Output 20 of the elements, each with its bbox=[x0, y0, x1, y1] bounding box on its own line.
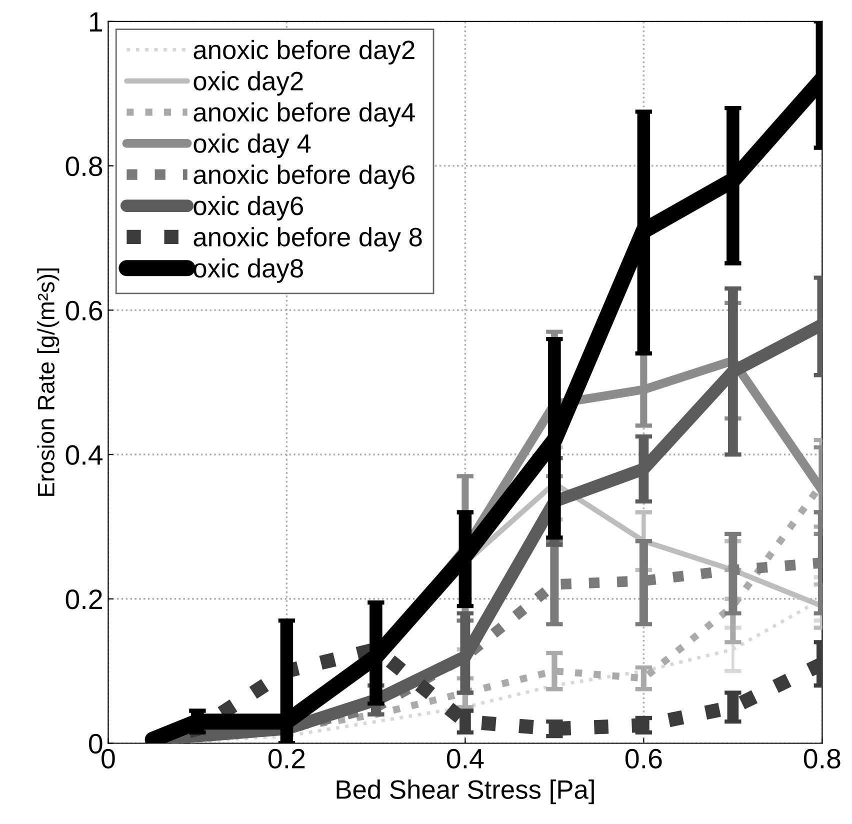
legend-label: oxic day 4 bbox=[194, 133, 311, 158]
y-tick-label: 0.4 bbox=[66, 445, 103, 465]
legend-label: oxic day8 bbox=[194, 258, 303, 283]
x-axis-title: Bed Shear Stress [Pa] bbox=[336, 780, 594, 804]
y-tick-label: 0.6 bbox=[66, 300, 102, 320]
legend-label: anoxic before day 8 bbox=[194, 227, 422, 252]
x-tick-label: 0.6 bbox=[625, 748, 662, 769]
y-tick-label: 0 bbox=[88, 734, 102, 754]
y-axis-title: Erosion Rate [g/(m²s)] bbox=[37, 268, 60, 496]
y-tick-label: 0.2 bbox=[66, 590, 102, 610]
y-tick-label: 0.8 bbox=[66, 156, 102, 176]
legend-label: oxic day6 bbox=[194, 196, 303, 220]
legend-label: anoxic before day4 bbox=[194, 102, 415, 127]
legend-label: oxic day2 bbox=[194, 71, 303, 96]
x-tick-label: 0.4 bbox=[446, 748, 484, 769]
x-tick-label: 0.8 bbox=[804, 748, 840, 769]
legend-label: anoxic before day6 bbox=[194, 164, 414, 190]
legend-label: anoxic before day2 bbox=[194, 40, 414, 64]
y-tick-label: 1 bbox=[90, 12, 102, 32]
x-tick-label: 0.2 bbox=[268, 748, 305, 769]
